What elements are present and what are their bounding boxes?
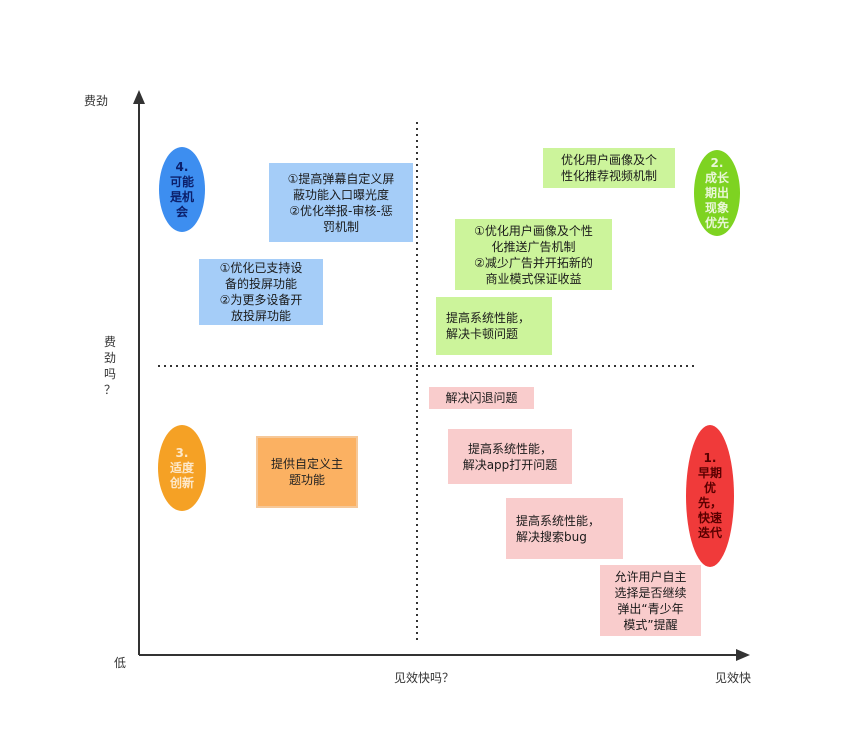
quadrant-4-text: 4. 可能 是机 会 (169, 159, 194, 219)
quadrant-1-text: 1. 早期 优 先， 快速 迭代 (697, 451, 722, 540)
quadrant-2-badge: 2. 成长 期出 现象 优先 (694, 150, 740, 236)
origin-label: 低 (114, 656, 127, 670)
x-axis-arrow (736, 649, 750, 661)
x-axis-right-label: 见效快 (715, 671, 752, 685)
y-axis-arrow (133, 90, 145, 104)
item-crash-fix: 解决闪退问题 (429, 387, 534, 409)
item-custom-theme: 提供自定义主 题功能 (256, 436, 358, 508)
item-teen-mode-prompt: 允许用户自主 选择是否继续 弹出“青少年 模式”提醒 (600, 565, 701, 636)
item-app-launch-fix: 提高系统性能， 解决app打开问题 (448, 429, 572, 484)
quadrant-1-badge: 1. 早期 优 先， 快速 迭代 (686, 425, 734, 567)
item-search-bug-fix: 提高系统性能， 解决搜索bug (506, 498, 623, 559)
item-ad-optimization: ①优化用户画像及个性 化推送广告机制 ②减少广告并开拓新的 商业模式保证收益 (455, 219, 612, 290)
quadrant-2-text: 2. 成长 期出 现象 优先 (704, 155, 729, 230)
item-screen-casting: ①优化已支持设 备的投屏功能 ②为更多设备开 放投屏功能 (199, 259, 323, 325)
quadrant-4-badge: 4. 可能 是机 会 (159, 147, 205, 232)
y-axis-top-label: 费劲 (84, 94, 109, 108)
item-video-recommendation: 优化用户画像及个 性化推荐视频机制 (543, 148, 675, 188)
x-axis-middle-label: 见效快吗？ (394, 671, 455, 685)
quadrant-3-badge: 3. 适度 创新 (158, 425, 206, 511)
y-axis-middle-label: 费 劲 吗 ？ (103, 335, 116, 397)
item-danmaku-filter: ①提高弹幕自定义屏 蔽功能入口曝光度 ②优化举报-审核-惩 罚机制 (269, 163, 413, 242)
quadrant-3-text: 3. 适度 创新 (169, 445, 194, 490)
item-lag-fix: 提高系统性能， 解决卡顿问题 (436, 297, 552, 355)
